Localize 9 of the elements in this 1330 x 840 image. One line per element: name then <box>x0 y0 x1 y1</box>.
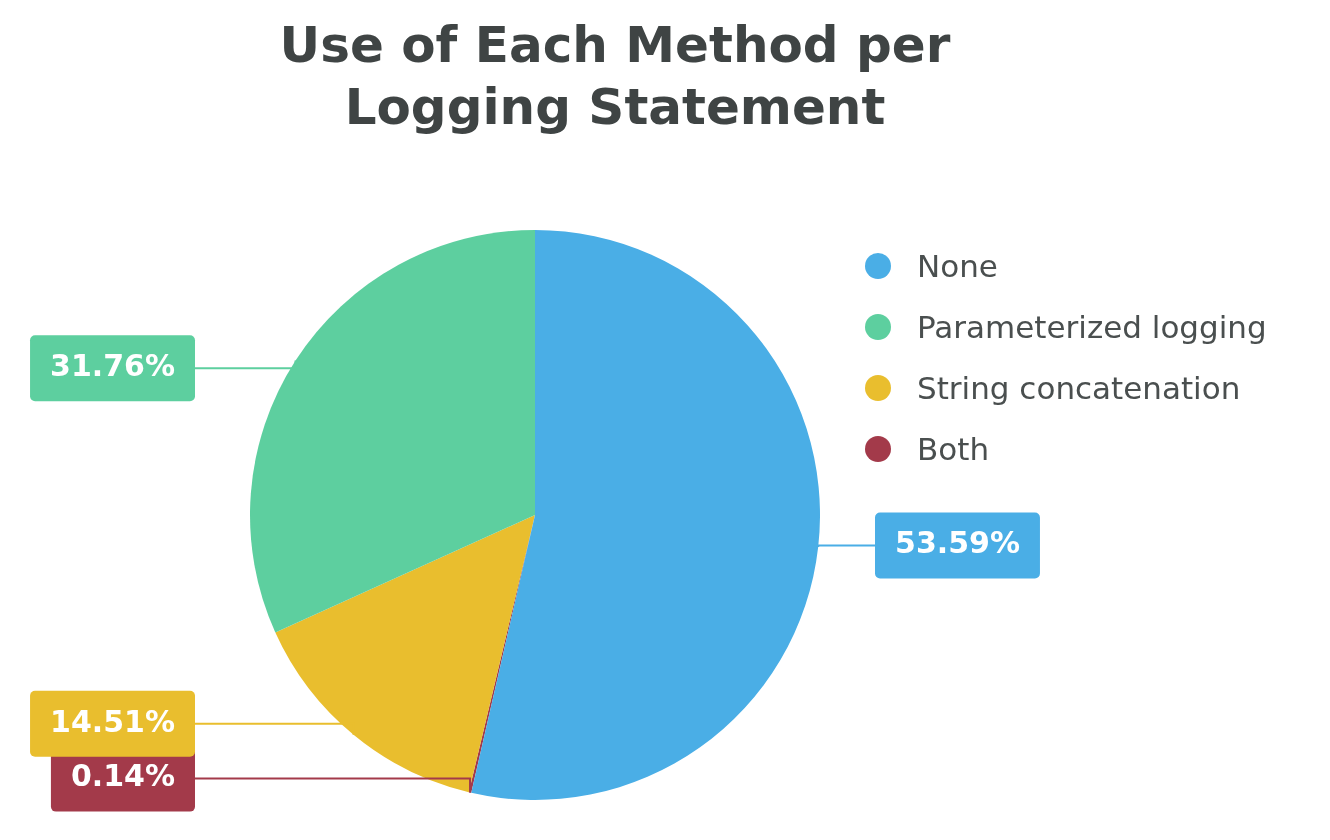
data-label: 14.51% <box>50 703 175 739</box>
data-label: 0.14% <box>70 758 175 794</box>
legend-label: Both <box>917 430 990 467</box>
legend-label: Parameterized logging <box>917 308 1267 345</box>
data-label: 53.59% <box>895 525 1020 561</box>
legend-label: None <box>917 247 998 284</box>
data-label: 31.76% <box>50 348 175 383</box>
chart-title: Use of Each Method per Logging Statement <box>278 15 952 138</box>
legend-label: String concatenation <box>917 369 1241 406</box>
